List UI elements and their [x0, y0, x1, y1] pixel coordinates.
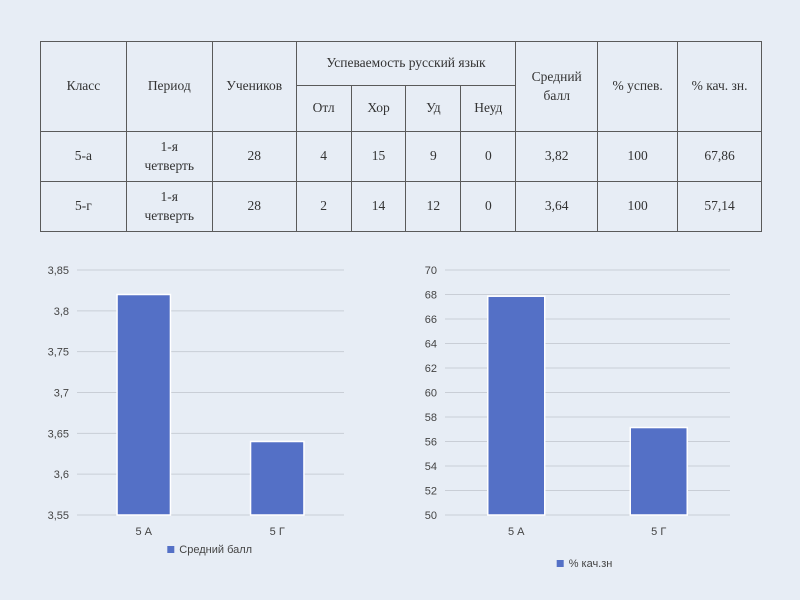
cell-ud: 12	[405, 181, 462, 232]
cell-class: 5-а	[40, 131, 127, 182]
cell-period-line2: четверть	[144, 207, 195, 223]
y-tick-label: 3,8	[54, 306, 69, 318]
header-pct-quality: % кач. зн.	[677, 41, 762, 132]
y-tick-label: 54	[425, 461, 437, 473]
header-average: Средний балл	[515, 41, 599, 132]
y-tick-label: 56	[425, 437, 437, 449]
legend-swatch	[167, 546, 175, 553]
cell-neud: 0	[460, 131, 517, 182]
x-tick-label: 5 А	[135, 526, 152, 538]
results-table: Класс Период Учеников Успеваемость русск…	[40, 41, 762, 232]
cell-neud: 0	[460, 181, 517, 232]
cell-ud: 9	[405, 131, 462, 182]
header-average-line1: Средний	[531, 69, 582, 85]
cell-otl: 4	[295, 131, 352, 182]
table-row: 5-а 1-я четверть 28 4 15 9 0 3,82 100 67…	[40, 131, 762, 182]
y-tick-label: 3,55	[48, 510, 69, 522]
bar	[487, 295, 546, 516]
y-tick-label: 58	[425, 412, 437, 424]
bar	[249, 440, 305, 516]
y-tick-label: 3,75	[48, 347, 69, 359]
header-class: Класс	[40, 41, 127, 132]
cell-period: 1-я четверть	[125, 181, 213, 232]
cell-students: 28	[211, 131, 297, 182]
table-row: 5-г 1-я четверть 28 2 14 12 0 3,64 100 5…	[40, 181, 762, 232]
cell-period: 1-я четверть	[125, 131, 213, 182]
header-average-line2: балл	[543, 87, 570, 103]
cell-period-line1: 1-я	[160, 189, 179, 205]
bar	[116, 293, 172, 516]
cell-average: 3,82	[515, 131, 599, 182]
y-tick-label: 62	[425, 363, 437, 375]
header-neud: Неуд	[460, 85, 517, 132]
average-score-chart-svg: 3,55 3,6 3,65 3,7 3,75 3,8 3,85 5 А 5 Г Средний б…	[48, 265, 344, 556]
y-tick-label: 70	[425, 265, 437, 277]
header-students: Учеников	[211, 41, 297, 132]
y-tick-label: 52	[425, 486, 437, 498]
cell-hor: 15	[350, 131, 407, 182]
x-tick-label: 5 А	[508, 526, 525, 538]
x-tick-label: 5 Г	[651, 526, 666, 538]
cell-class: 5-г	[40, 181, 127, 232]
legend-label: Средний балл	[179, 544, 252, 556]
cell-pct-success: 100	[597, 131, 679, 182]
y-tick-label: 50	[425, 510, 437, 522]
legend-label: % кач.зн	[569, 558, 613, 570]
header-hor: Хор	[350, 85, 407, 132]
y-tick-label: 3,65	[48, 428, 69, 440]
y-tick-label: 3,7	[54, 388, 69, 400]
header-otl: Отл	[295, 85, 352, 132]
cell-pct-success: 100	[597, 181, 679, 232]
average-score-chart: 3,55 3,6 3,65 3,7 3,75 3,8 3,85 5 А 5 Г Средний б…	[35, 255, 360, 575]
cell-period-line1: 1-я	[160, 139, 179, 155]
header-ud: Уд	[405, 85, 462, 132]
y-tick-label: 64	[425, 339, 437, 351]
cell-otl: 2	[295, 181, 352, 232]
y-tick-label: 66	[425, 314, 437, 326]
cell-hor: 14	[350, 181, 407, 232]
cell-pct-quality: 57,14	[677, 181, 762, 232]
bar	[629, 426, 688, 516]
y-tick-label: 3,85	[48, 265, 69, 277]
cell-pct-quality: 67,86	[677, 131, 762, 182]
y-tick-label: 60	[425, 388, 437, 400]
cell-students: 28	[211, 181, 297, 232]
header-subject-group: Успеваемость русский язык	[295, 41, 517, 86]
cell-period-line2: четверть	[144, 157, 195, 173]
quality-percent-chart-svg: 50 52 54 56 58 60 62 64 66 68 70 5 А 5 Г % кач.зн	[425, 265, 730, 570]
legend-swatch	[556, 560, 564, 567]
x-tick-label: 5 Г	[270, 526, 285, 538]
quality-percent-chart: 50 52 54 56 58 60 62 64 66 68 70 5 А 5 Г % кач.зн	[405, 255, 740, 575]
y-tick-label: 68	[425, 290, 437, 302]
header-period: Период	[125, 41, 213, 132]
cell-average: 3,64	[515, 181, 599, 232]
y-tick-label: 3,6	[54, 469, 69, 481]
header-pct-success: % успев.	[597, 41, 679, 132]
